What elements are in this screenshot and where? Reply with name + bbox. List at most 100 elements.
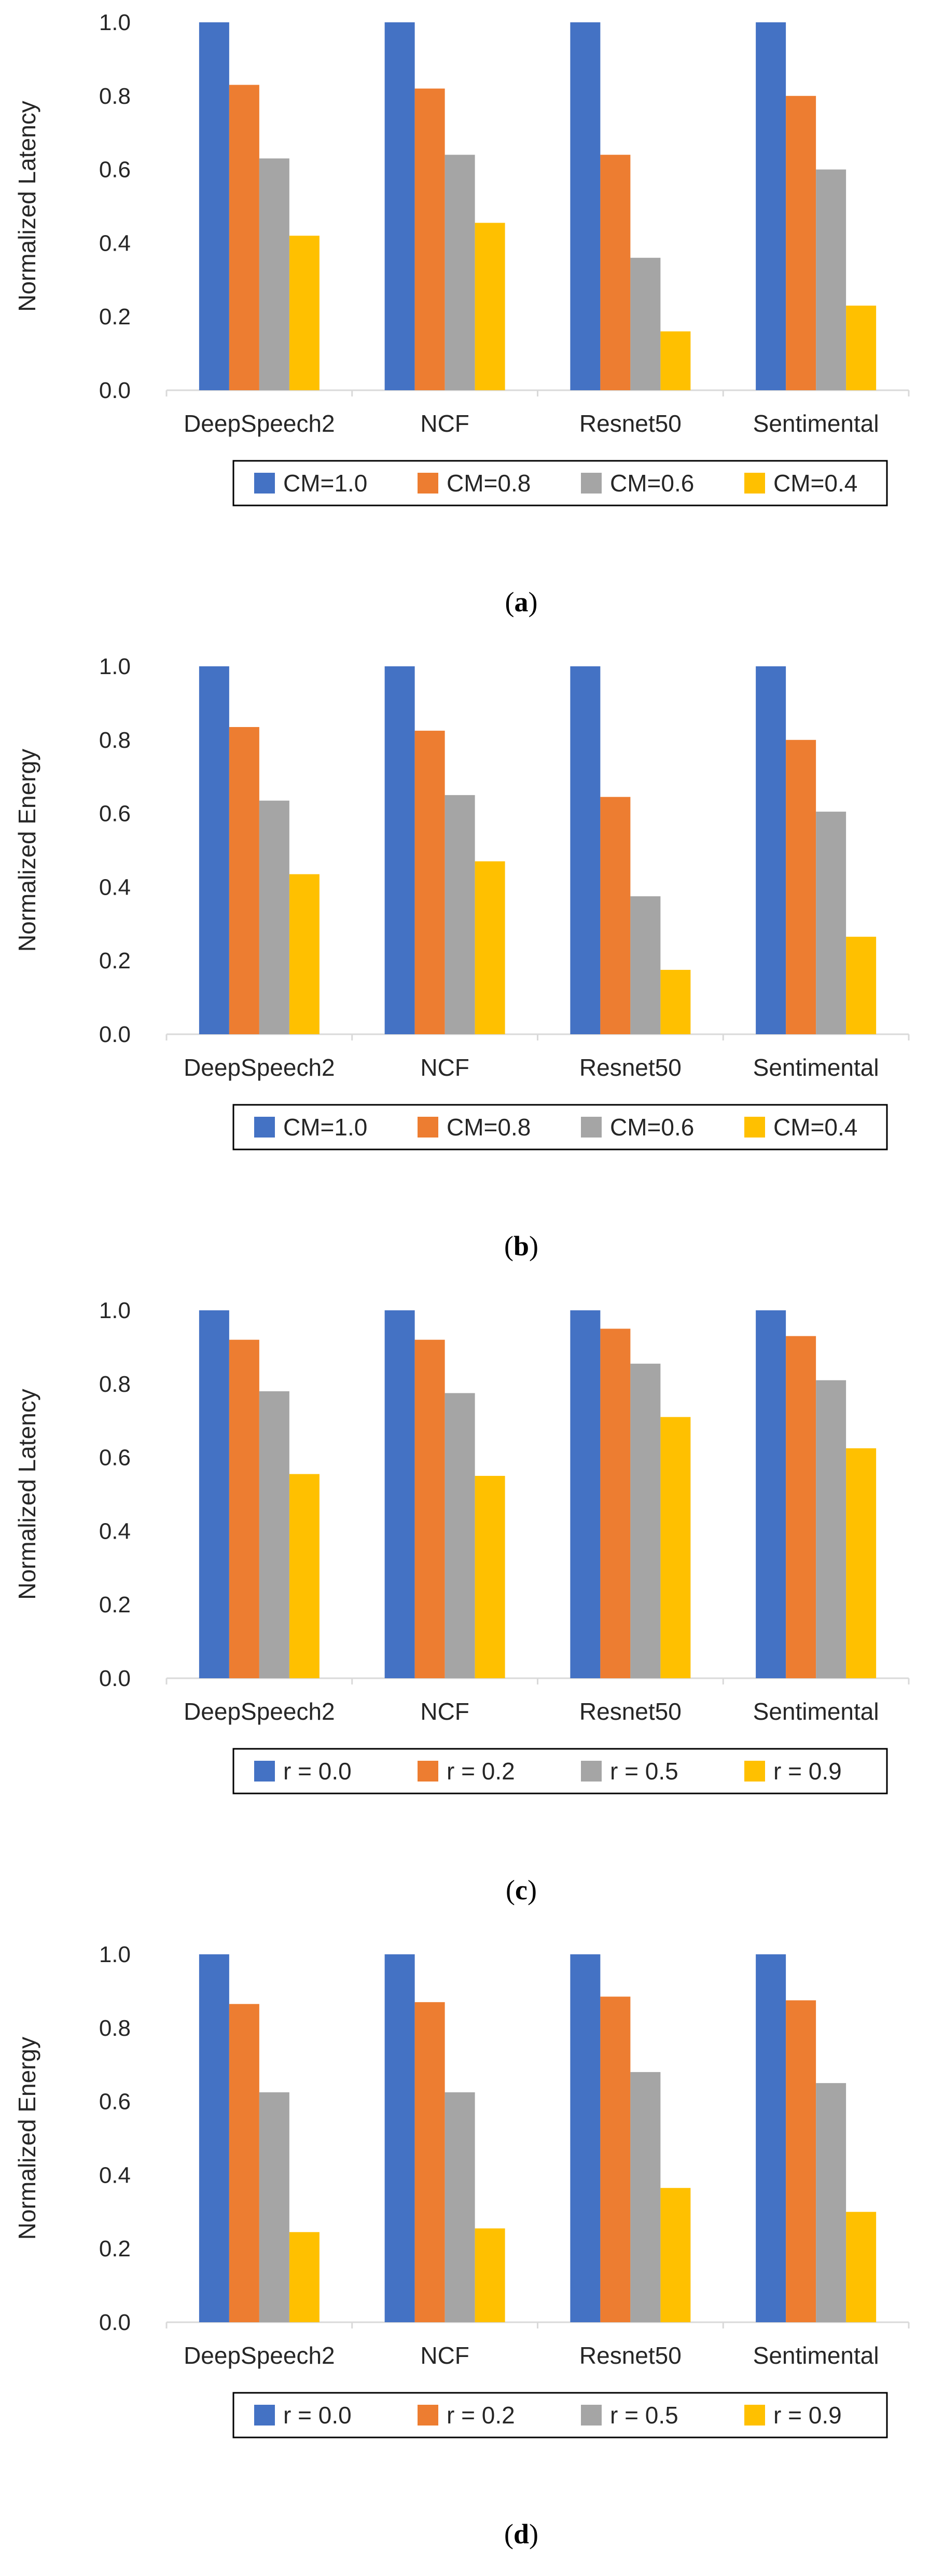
y-tick-label: 0.4: [99, 1518, 131, 1544]
y-tick-label: 0.8: [99, 84, 131, 109]
bar-r0-5-ncf: [445, 2092, 475, 2322]
bar-cm1-0-deepspeech2: [199, 666, 229, 1034]
bar-cm0-4-ncf: [475, 223, 505, 390]
legend-label: CM=1.0: [283, 470, 367, 497]
legend-swatch: [254, 1117, 275, 1138]
bar-r0-0-resnet50: [570, 1954, 601, 2322]
y-tick-label: 0.6: [99, 2089, 131, 2115]
bar-cm1-0-sentimental: [756, 666, 786, 1034]
bar-cm0-8-ncf: [414, 88, 445, 390]
legend-swatch: [744, 1761, 765, 1782]
figure-caption: (d): [504, 2518, 538, 2550]
bar-r0-2-ncf: [414, 2002, 445, 2322]
caption-open-paren: (: [504, 2518, 513, 2550]
bar-r0-2-ncf: [414, 1339, 445, 1678]
caption-open-paren: (: [504, 1230, 513, 1262]
bar-cm0-6-deepspeech2: [259, 158, 289, 390]
y-tick-label: 1.0: [99, 1942, 131, 1967]
bar-cm0-8-resnet50: [600, 797, 631, 1034]
bar-r0-5-deepspeech2: [259, 1391, 289, 1678]
x-category-label: Sentimental: [753, 1054, 879, 1081]
legend-label: CM=0.4: [773, 470, 857, 497]
bar-cm0-6-resnet50: [630, 896, 661, 1034]
bar-r0-9-sentimental: [846, 1448, 877, 1678]
bar-cm0-4-resnet50: [660, 331, 691, 390]
legend-label: r = 0.0: [283, 1758, 352, 1785]
bar-r0-5-ncf: [445, 1393, 475, 1678]
x-category-label: NCF: [420, 1054, 469, 1081]
bar-r0-9-ncf: [475, 1476, 505, 1678]
bar-cm0-4-ncf: [475, 861, 505, 1034]
legend-swatch: [418, 1761, 438, 1782]
x-category-label: Sentimental: [753, 1698, 879, 1725]
legend-label: CM=1.0: [283, 1114, 367, 1141]
bar-cm0-6-ncf: [445, 795, 475, 1034]
y-tick-label: 0.0: [99, 1022, 131, 1047]
caption-letter: b: [513, 1230, 529, 1262]
bar-r0-2-sentimental: [786, 1336, 816, 1678]
legend-label: CM=0.4: [773, 1114, 857, 1141]
y-tick-label: 1.0: [99, 1298, 131, 1323]
legend-swatch: [418, 2405, 438, 2426]
bar-cm0-8-deepspeech2: [229, 727, 259, 1034]
bar-r0-0-deepspeech2: [199, 1954, 229, 2322]
bar-r0-2-deepspeech2: [229, 2004, 259, 2322]
chart-panel-c: Normalized Latency 0.0 0.2 0.4 0.6 0.8 1.0 Deep…: [13, 1298, 910, 1906]
y-tick-label: 0.8: [99, 2016, 131, 2041]
bar-cm1-0-sentimental: [756, 22, 786, 390]
y-tick-label: 0.8: [99, 1372, 131, 1397]
legend-label: CM=0.8: [447, 470, 531, 497]
y-axis-title: Normalized Energy: [13, 749, 40, 952]
legend-box: [232, 2392, 888, 2438]
legend-swatch: [581, 1761, 602, 1782]
legend-label: r = 0.2: [447, 1758, 515, 1785]
legend-label: r = 0.9: [773, 2402, 842, 2429]
bar-r0-0-sentimental: [756, 1310, 786, 1678]
bar-cm1-0-resnet50: [570, 22, 601, 390]
caption-letter: a: [515, 586, 529, 618]
x-category-label: DeepSpeech2: [184, 1054, 335, 1081]
x-category-label: DeepSpeech2: [184, 2342, 335, 2369]
y-tick-label: 0.6: [99, 157, 131, 183]
y-tick-label: 0.2: [99, 2236, 131, 2262]
y-tick-label: 0.4: [99, 2162, 131, 2188]
bar-r0-5-sentimental: [816, 2083, 846, 2322]
bar-cm0-8-ncf: [414, 731, 445, 1034]
x-category-label: Resnet50: [579, 2342, 682, 2369]
bar-r0-9-deepspeech2: [289, 2232, 320, 2322]
chart-panel-b: Normalized Energy 0.0 0.2 0.4 0.6 0.8 1.0 DeepS…: [13, 654, 910, 1262]
y-axis-title: Normalized Energy: [13, 2037, 40, 2240]
legend-swatch: [254, 1761, 275, 1782]
bar-r0-5-resnet50: [630, 2072, 661, 2322]
legend-swatch: [254, 473, 275, 494]
y-axis-title: Normalized Latency: [13, 101, 40, 312]
bar-cm0-8-deepspeech2: [229, 85, 259, 390]
legend-label: r = 0.5: [610, 2402, 678, 2429]
bar-cm0-4-deepspeech2: [289, 874, 320, 1034]
chart-panel-a: Normalized Latency 0.0 0.2 0.4 0.6 0.8 1.0 Deep…: [13, 10, 910, 618]
caption-open-paren: (: [505, 586, 515, 618]
y-tick-label: 0.0: [99, 2310, 131, 2335]
legend-box: [232, 1104, 888, 1150]
y-tick-label: 0.2: [99, 948, 131, 974]
bar-cm0-6-sentimental: [816, 812, 846, 1034]
y-tick-label: 0.0: [99, 1666, 131, 1691]
y-tick-label: 0.6: [99, 1445, 131, 1471]
y-tick-label: 0.6: [99, 801, 131, 827]
bar-r0-5-deepspeech2: [259, 2092, 289, 2322]
x-category-label: Resnet50: [579, 410, 682, 437]
bar-r0-0-ncf: [384, 1310, 415, 1678]
legend-swatch: [744, 2405, 765, 2426]
x-category-label: DeepSpeech2: [184, 410, 335, 437]
legend-swatch: [418, 1117, 438, 1138]
bar-cm0-4-sentimental: [846, 937, 877, 1034]
caption-close-paren: ): [529, 586, 538, 618]
caption-open-paren: (: [506, 1874, 515, 1906]
legend-swatch: [254, 2405, 275, 2426]
y-tick-label: 0.4: [99, 874, 131, 900]
bar-cm1-0-resnet50: [570, 666, 601, 1034]
y-tick-label: 0.2: [99, 304, 131, 330]
bar-r0-0-resnet50: [570, 1310, 601, 1678]
bar-cm0-6-ncf: [445, 155, 475, 390]
